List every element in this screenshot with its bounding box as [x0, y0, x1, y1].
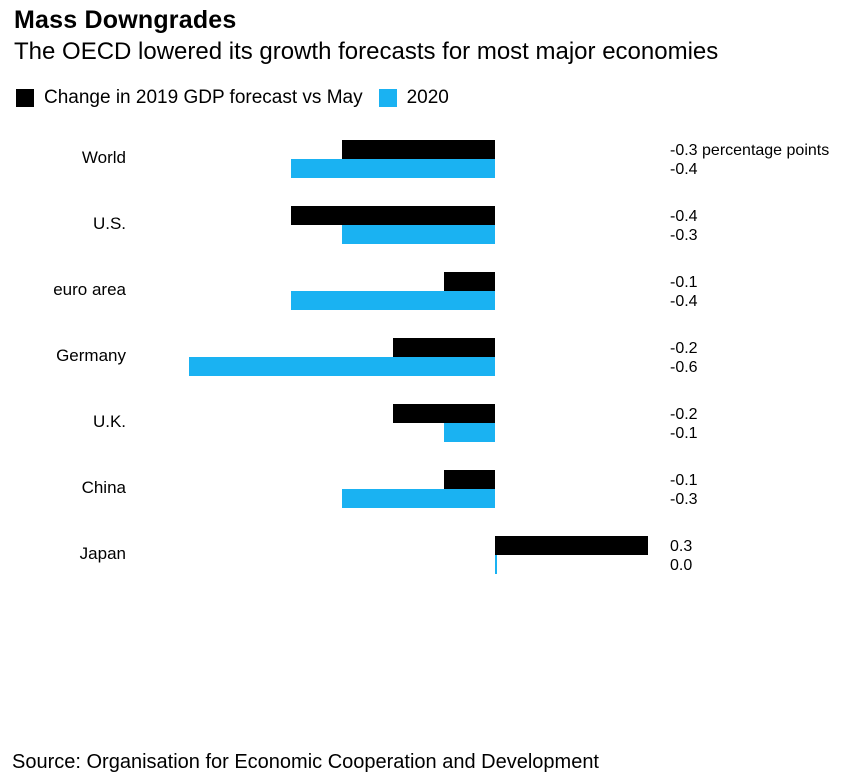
- category-label: Germany: [56, 346, 126, 365]
- source-note: Source: Organisation for Economic Cooper…: [12, 751, 599, 773]
- legend-swatch-2019: [16, 89, 34, 107]
- value-label: -0.6: [670, 359, 698, 376]
- value-label: 0.3: [670, 538, 692, 555]
- value-label: -0.4: [670, 293, 698, 310]
- value-label: 0.0: [670, 557, 692, 574]
- chart-subtitle: The OECD lowered its growth forecasts fo…: [14, 38, 719, 65]
- bar-2019: [444, 272, 495, 291]
- category-label: Japan: [80, 544, 126, 563]
- legend-label-2020: 2020: [406, 87, 449, 108]
- bar-2020: [291, 159, 495, 178]
- bar-chart: World -0.3 percentage points -0.4 U.S. -0.4 -…: [53, 140, 829, 574]
- value-label: -0.2: [670, 406, 698, 423]
- bar-2019: [291, 206, 495, 225]
- value-label: -0.4: [670, 208, 698, 225]
- bar-2020: [444, 423, 495, 442]
- value-label: -0.1: [670, 472, 698, 489]
- value-label: -0.1: [670, 425, 698, 442]
- bar-2020: [189, 357, 495, 376]
- value-label: -0.2: [670, 340, 698, 357]
- value-label: -0.1: [670, 274, 698, 291]
- bar-2019: [393, 404, 495, 423]
- category-label: China: [82, 478, 127, 497]
- legend-label-2019: Change in 2019 GDP forecast vs May: [44, 87, 363, 108]
- value-label: -0.3: [670, 491, 698, 508]
- category-label: U.K.: [93, 412, 126, 431]
- legend-item-2020: 2020: [378, 87, 449, 109]
- legend-swatch-2020: [378, 89, 397, 107]
- bar-2019: [342, 140, 495, 159]
- value-label: -0.3 percentage points: [670, 142, 829, 159]
- category-label: World: [82, 148, 126, 167]
- bar-2020: [342, 225, 495, 244]
- legend-item-2019: Change in 2019 GDP forecast vs May: [16, 87, 363, 109]
- bar-2020: [342, 489, 495, 508]
- bar-2020: [495, 555, 497, 574]
- value-label: -0.3: [670, 227, 698, 244]
- bar-2020: [291, 291, 495, 310]
- bar-2019: [444, 470, 495, 489]
- bar-2019: [393, 338, 495, 357]
- value-label: -0.4: [670, 161, 698, 178]
- category-label: U.S.: [93, 214, 126, 233]
- bar-2019: [495, 536, 648, 555]
- legend: Change in 2019 GDP forecast vs May 2020: [16, 86, 465, 110]
- category-label: euro area: [53, 280, 126, 299]
- chart-title: Mass Downgrades: [14, 6, 237, 34]
